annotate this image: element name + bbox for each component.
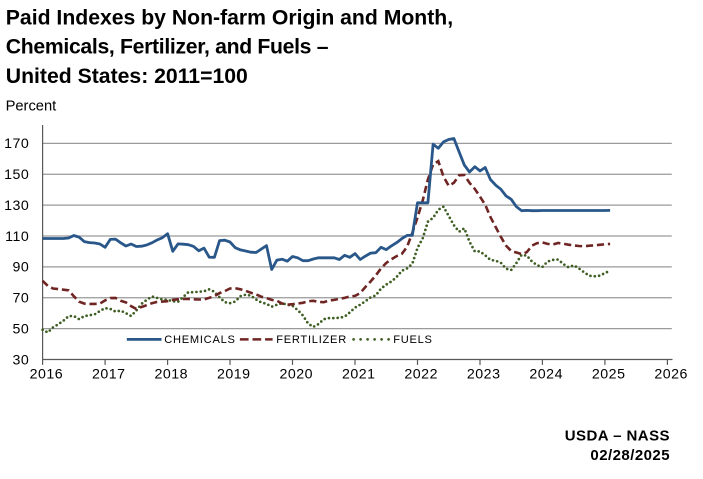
svg-text:Percent: Percent [6, 98, 57, 114]
svg-text:United States: 2011=100: United States: 2011=100 [6, 65, 248, 88]
svg-text:CHEMICALS: CHEMICALS [164, 334, 235, 346]
svg-text:USDA – NASS: USDA – NASS [565, 427, 670, 444]
svg-text:2018: 2018 [155, 366, 189, 382]
svg-text:Chemicals, Fertilizer, and Fue: Chemicals, Fertilizer, and Fuels – [6, 36, 329, 59]
svg-text:2019: 2019 [217, 366, 251, 382]
svg-text:2021: 2021 [342, 366, 376, 382]
svg-text:2017: 2017 [92, 366, 126, 382]
svg-text:02/28/2025: 02/28/2025 [590, 447, 670, 464]
svg-text:Paid Indexes by Non-farm Origi: Paid Indexes by Non-farm Origin and Mont… [6, 7, 453, 30]
svg-text:2023: 2023 [467, 366, 501, 382]
svg-text:130: 130 [4, 198, 29, 214]
svg-text:2026: 2026 [654, 366, 688, 382]
svg-text:FERTILIZER: FERTILIZER [276, 334, 347, 346]
svg-text:2020: 2020 [280, 366, 314, 382]
svg-text:150: 150 [4, 167, 29, 183]
svg-text:2025: 2025 [592, 366, 626, 382]
svg-text:FUELS: FUELS [393, 334, 433, 346]
svg-text:70: 70 [13, 291, 30, 307]
svg-text:2016: 2016 [30, 366, 64, 382]
svg-text:50: 50 [13, 321, 30, 337]
svg-text:170: 170 [4, 136, 29, 152]
svg-text:110: 110 [5, 229, 29, 245]
svg-text:90: 90 [13, 260, 30, 276]
svg-text:2022: 2022 [404, 366, 438, 382]
svg-text:2024: 2024 [529, 366, 563, 382]
svg-text:30: 30 [13, 352, 30, 368]
